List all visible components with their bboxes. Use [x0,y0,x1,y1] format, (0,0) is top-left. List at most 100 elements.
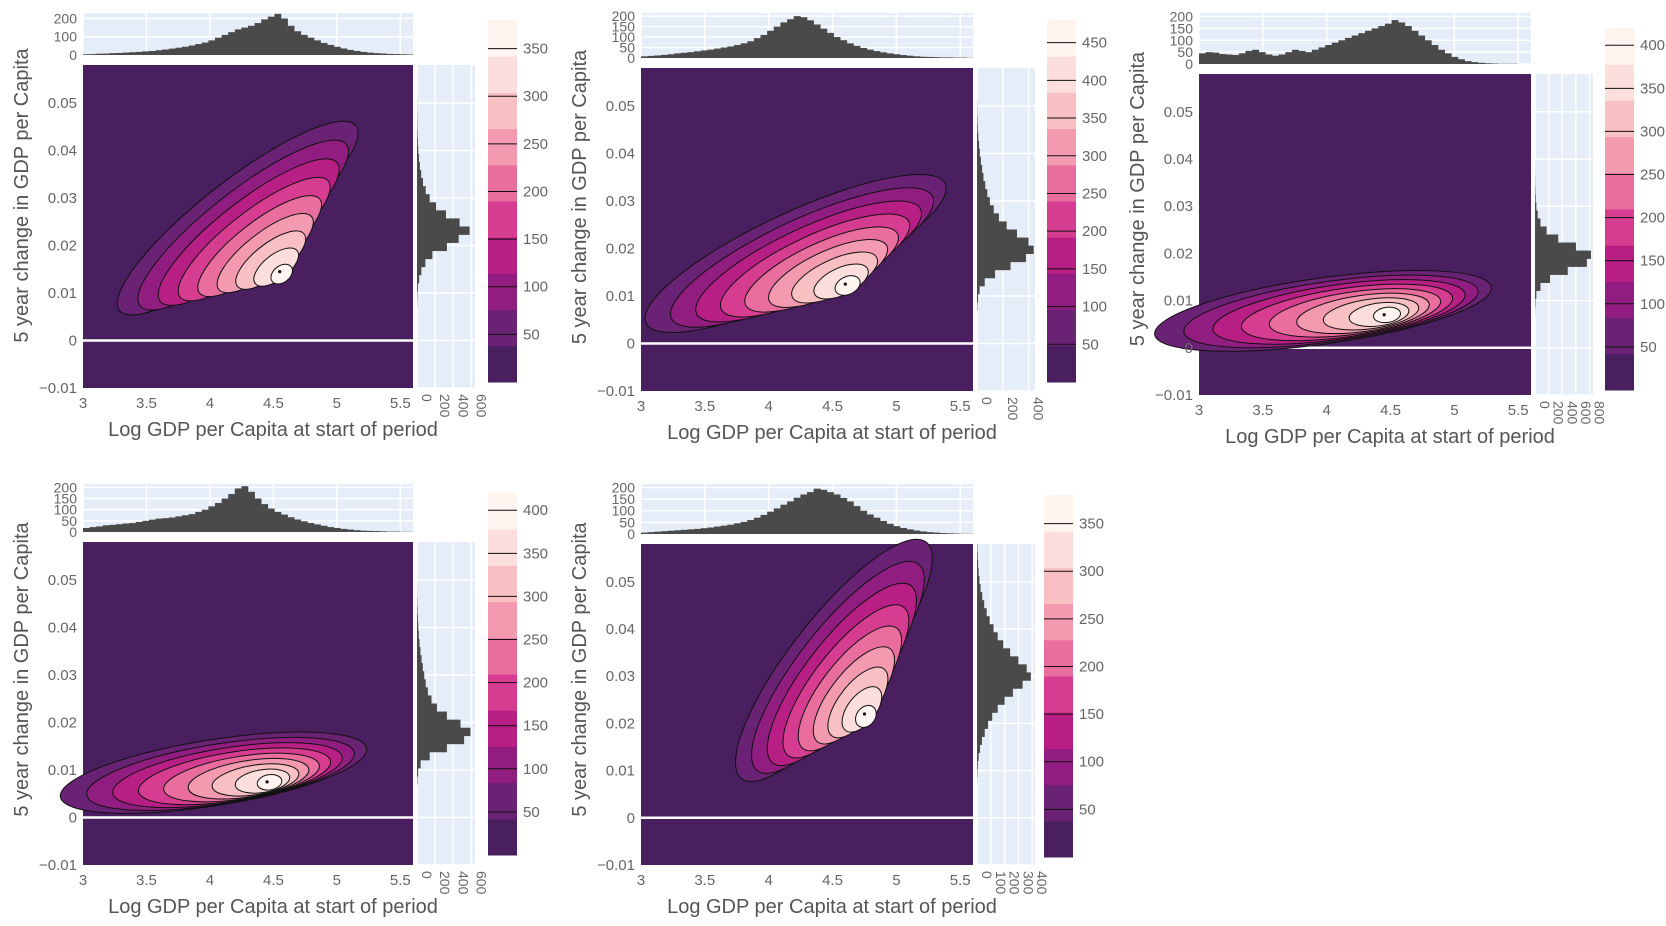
right-hist-bar [1535,218,1541,227]
colorbar-tick-label: 200 [523,183,548,200]
right-hist-bar [977,616,990,625]
top-hist-bar [700,50,708,58]
right-hist-bar [1535,290,1537,299]
colorbar-band [1047,92,1076,130]
top-hist-bar [188,45,196,55]
top-hist-bar [221,498,229,532]
y-tick-label: 0 [69,810,77,827]
right-hist-tick-label: 300 [1020,871,1036,895]
top-hist-bar [687,52,695,58]
top-hist-bar [919,531,927,534]
right-hist-bar [977,237,1029,246]
right-hist-bar [977,189,988,198]
colorbar-band [488,20,517,57]
colorbar-band [1047,56,1076,93]
right-hist-bar [977,181,986,190]
top-hist-bar [1484,63,1492,64]
top-hist-bar [926,56,934,58]
right-hist-bar [977,221,1007,230]
top-hist-bar [1378,26,1386,65]
x-tick-label: 5 [892,398,900,415]
right-hist-bar [417,655,422,664]
density-peak-marker [862,712,867,716]
right-hist-tick-label: 100 [993,871,1009,895]
right-hist-bar [417,250,433,260]
top-hist-bar [740,521,748,534]
right-hist-tick-label: 0 [979,397,995,405]
right-hist-bar [417,258,426,268]
colorbar-tick-label: 350 [1079,516,1104,533]
colorbar-band [488,601,517,639]
top-hist-bar [767,30,775,58]
right-hist-bar [977,584,981,593]
top-hist-bar [906,529,914,534]
x-tick-label: 5.5 [390,872,411,889]
top-hist-bar [893,54,901,58]
colorbar-tick-label: 150 [523,231,548,248]
right-hist-bar [977,744,981,753]
colorbar-tick-label: 150 [1640,253,1665,270]
top-hist-bar [109,524,117,532]
top-hist-bar [1258,52,1266,64]
colorbar-tick-label: 350 [1640,80,1665,97]
colorbar-tick-label: 50 [1079,801,1096,818]
colorbar-band [488,674,517,711]
right-hist-tick-label: 400 [1034,871,1050,895]
y-tick-label: 0 [1185,340,1193,357]
colorbar-tick-label: 400 [1640,37,1665,54]
y-tick-label: 0.04 [1164,151,1193,168]
top-hist-bar [96,53,104,55]
top-hist-bar [102,525,110,532]
colorbar-tick-label: 300 [523,88,548,105]
top-hist-bar [248,25,255,55]
colorbar-tick-label: 150 [1082,261,1107,278]
top-hist-bar [122,52,130,55]
top-hist-tick-label: 0 [69,47,77,63]
top-hist-bar [846,501,854,534]
top-hist-bar [406,54,414,55]
top-hist-bar [933,532,941,534]
top-hist-bar [787,19,795,59]
top-hist-bar [102,53,110,55]
right-hist-bar [417,671,425,680]
top-hist-bar [274,13,282,55]
x-axis-label: Log GDP per Capita at start of period [667,422,997,444]
density-peak-marker [843,282,847,286]
top-hist-bar [780,504,788,534]
top-hist-bar [826,492,834,534]
x-tick-label: 3 [79,395,87,412]
top-hist-bar [733,523,741,534]
x-tick-label: 3.5 [136,872,157,889]
right-hist-bar [977,132,979,141]
x-tick-label: 4 [206,872,214,889]
right-hist-bar [977,294,979,303]
top-hist-tick-label: 200 [54,10,78,26]
colorbar-band [488,128,517,166]
right-hist-bar [977,624,994,633]
y-tick-label: 0.04 [606,146,635,163]
colorbar-tick-label: 300 [1640,123,1665,140]
right-hist-tick-label: 400 [455,871,471,895]
right-hist-bar [417,194,430,203]
right-hist-bar [417,283,418,292]
right-hist-bar [417,274,420,284]
top-hist-bar [1371,28,1379,65]
y-tick-label: 0.01 [606,763,635,780]
right-hist-bar [417,711,447,720]
top-hist-bar [720,47,728,58]
top-hist-bar [208,40,216,55]
y-tick-label: 0.04 [606,621,635,638]
top-hist-tick-label: 0 [627,526,635,542]
right-hist-bar [977,576,980,585]
right-hist-bar [977,704,998,713]
right-hist-bar [977,680,1023,689]
top-hist-bar [1444,53,1452,64]
colorbar-band [1044,712,1073,749]
right-hist-bar [417,719,461,729]
right-hist-bar [977,286,980,295]
top-hist-tick-label: 50 [619,40,635,56]
top-hist-bar [800,494,808,534]
